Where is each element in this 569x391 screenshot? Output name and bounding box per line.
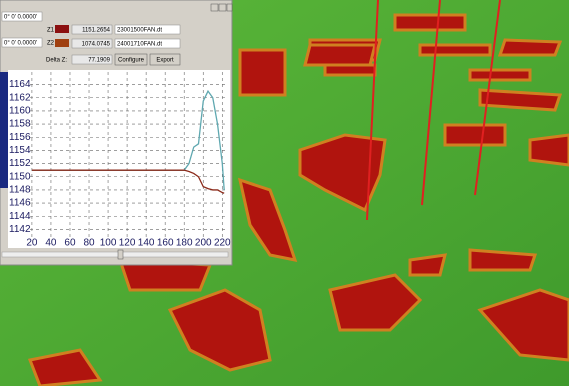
y-tick-label: 1156 xyxy=(9,132,31,143)
x-tick-label: 80 xyxy=(83,238,95,249)
x-tick-label: 20 xyxy=(26,238,38,249)
delta-label: Delta Z: xyxy=(46,58,67,64)
y-tick-label: 1142 xyxy=(9,224,31,235)
x-tick-label: 160 xyxy=(157,238,174,249)
x-tick-label: 120 xyxy=(119,238,136,249)
configure-label: Configure xyxy=(118,58,145,64)
x-tick-label: 220 xyxy=(214,238,231,249)
y-tick-label: 1154 xyxy=(9,145,31,156)
side-strip xyxy=(0,72,8,188)
y-tick-label: 1162 xyxy=(9,92,31,103)
x-tick-label: 180 xyxy=(176,238,193,249)
z2-swatch xyxy=(55,39,69,47)
z1-label: Z1 xyxy=(47,28,55,34)
z2-label: Z2 xyxy=(47,41,55,47)
coord-text: 0° 0' 0.0000' xyxy=(4,41,37,47)
y-tick-label: 1148 xyxy=(9,185,31,196)
z2-value: 1074.0745 xyxy=(82,42,111,48)
y-tick-label: 1146 xyxy=(9,198,31,209)
y-tick-label: 1160 xyxy=(9,106,31,117)
y-tick-label: 1158 xyxy=(9,119,31,130)
y-tick-label: 1164 xyxy=(9,79,31,90)
x-tick-label: 60 xyxy=(64,238,76,249)
x-tick-label: 100 xyxy=(100,238,117,249)
export-label: Export xyxy=(156,58,174,64)
y-tick-label: 1144 xyxy=(9,211,31,222)
window-controls[interactable] xyxy=(211,4,232,11)
delta-value: 77.1909 xyxy=(88,58,110,64)
z2-file: 24001710FAN.dt xyxy=(117,42,162,48)
z1-file: 23001500FAN.dt xyxy=(117,28,162,34)
screen: 0° 0' 0.0000' 0° 0' 0.0000' Z1 1151.2654… xyxy=(0,0,569,386)
slider-track[interactable] xyxy=(2,252,228,257)
z1-swatch xyxy=(55,25,69,33)
y-tick-label: 1152 xyxy=(9,158,31,169)
x-tick-label: 200 xyxy=(195,238,212,249)
x-tick-label: 40 xyxy=(45,238,57,249)
plot-area xyxy=(8,70,230,248)
z1-value: 1151.2654 xyxy=(82,28,111,34)
coord-text: 0° 0' 0.0000' xyxy=(4,15,37,21)
slider-thumb[interactable] xyxy=(118,250,123,259)
y-tick-label: 1150 xyxy=(9,171,31,182)
x-tick-label: 140 xyxy=(138,238,155,249)
